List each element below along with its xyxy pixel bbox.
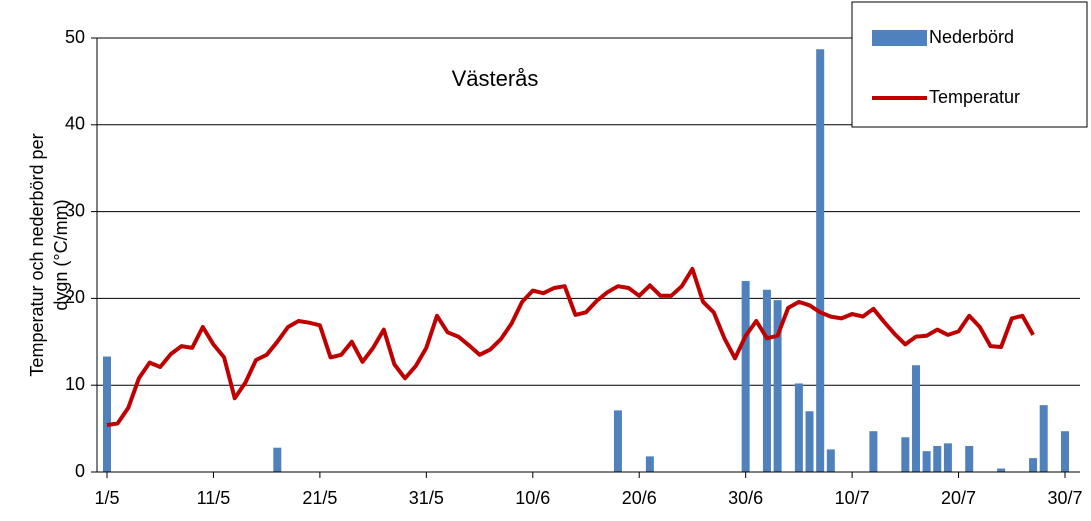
x-tick-label: 20/6: [622, 488, 657, 508]
bar: [901, 437, 910, 472]
bar: [103, 356, 111, 472]
bar: [943, 443, 952, 472]
bar: [911, 365, 920, 472]
bar: [1039, 405, 1048, 472]
y-tick-label: 20: [65, 287, 85, 307]
bar: [869, 431, 878, 472]
bar: [933, 445, 942, 472]
x-tick-label: 20/7: [941, 488, 976, 508]
y-tick-label: 30: [65, 200, 85, 220]
line: [106, 266, 1035, 428]
bar: [762, 289, 771, 472]
x-tick-label: 21/5: [302, 488, 337, 508]
bar: [613, 410, 622, 472]
bar: [794, 383, 803, 472]
bar: [645, 456, 654, 472]
chart-title: Västerås: [452, 66, 539, 91]
y-axis-title: dygn (°C/mm): [51, 199, 71, 310]
bar: [965, 445, 974, 472]
x-tick-label: 11/5: [197, 488, 231, 508]
x-tick-label: 31/5: [409, 488, 444, 508]
x-tick-label: 30/7: [1047, 488, 1082, 508]
y-tick-label: 50: [65, 27, 85, 47]
legend-label: Nederbörd: [929, 27, 1014, 47]
y-axis-title: Temperatur och nederbörd per: [27, 133, 47, 376]
bar: [805, 411, 814, 472]
legend-label: Temperatur: [929, 87, 1020, 107]
x-tick-label: 1/5: [94, 488, 119, 508]
bar: [997, 468, 1006, 472]
bar: [741, 281, 750, 472]
x-tick-label: 10/6: [515, 488, 550, 508]
bar: [816, 49, 825, 473]
x-tick-label: 10/7: [835, 488, 870, 508]
legend-swatch: [872, 30, 927, 46]
bar: [1029, 458, 1038, 472]
bar: [273, 447, 282, 472]
bar: [1061, 431, 1069, 472]
bar: [826, 449, 835, 472]
bar: [773, 300, 782, 472]
y-tick-label: 0: [75, 461, 85, 481]
bar: [922, 451, 931, 472]
y-tick-label: 40: [65, 114, 85, 134]
y-tick-label: 10: [65, 374, 85, 394]
x-tick-label: 30/6: [728, 488, 763, 508]
legend-box: [851, 1, 1088, 128]
